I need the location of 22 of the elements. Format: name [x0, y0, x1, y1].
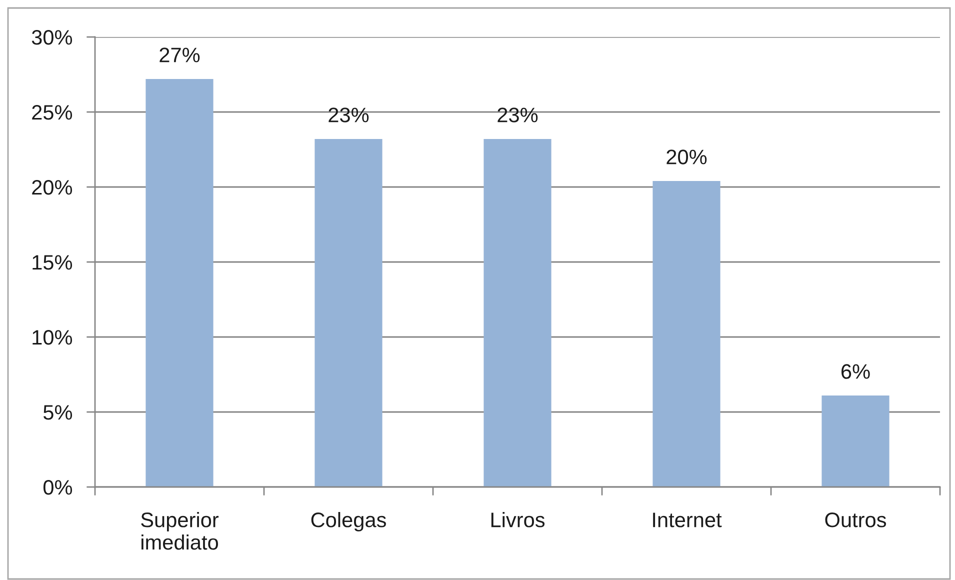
data-label: 23% — [498, 108, 538, 122]
bar — [652, 181, 720, 487]
bar — [146, 79, 214, 487]
y-tick-label: 20% — [32, 180, 72, 195]
x-tick-label: Internet — [653, 512, 722, 528]
x-tick-label: Superior imediato — [141, 512, 219, 550]
data-label: 23% — [328, 108, 369, 122]
bar — [484, 139, 552, 487]
x-tick-label: Outros — [825, 512, 886, 528]
bar — [314, 139, 382, 487]
data-label: 20% — [666, 150, 707, 164]
y-tick-label: 0% — [43, 480, 72, 495]
x-tick-label: Livros — [491, 512, 545, 528]
y-tick-label: 15% — [32, 255, 72, 270]
bar — [822, 396, 890, 487]
y-tick-label: 10% — [32, 330, 72, 345]
y-tick-label: 25% — [32, 105, 72, 120]
y-tick-label: 30% — [32, 30, 72, 45]
y-tick-label: 5% — [44, 405, 72, 420]
data-label: 27% — [160, 48, 200, 62]
x-tick-label: Colegas — [311, 512, 386, 532]
data-label: 6% — [842, 364, 870, 379]
